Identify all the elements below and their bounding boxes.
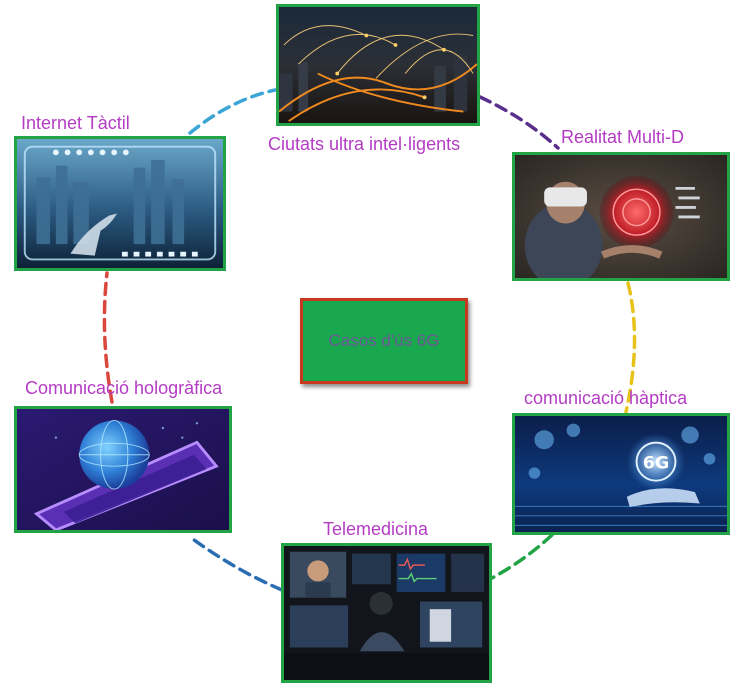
arc-ciutats-realitat — [478, 95, 560, 150]
label-ciutats: Ciutats ultra intel·ligents — [268, 134, 461, 154]
globe-hologram-tablet-image — [14, 406, 232, 533]
arc-realitat-haptica — [624, 281, 637, 414]
center-label: Casos d'ús 6G — [328, 331, 440, 350]
touch-screen-city-image — [14, 136, 226, 271]
city-network-night-image — [276, 4, 480, 126]
arc-tactil-ciutats — [188, 88, 277, 135]
label-haptica: comunicació hàptica — [524, 388, 688, 408]
label-telemedicina: Telemedicina — [323, 519, 429, 539]
arc-haptica-telemedicina — [490, 533, 554, 580]
remote-doctor-monitors-image — [281, 543, 492, 683]
center-box-6g-use-cases: Casos d'ús 6G — [300, 298, 468, 384]
label-tactil: Internet Tàctil — [21, 113, 130, 133]
6g-hand-hologram-image: 6G — [512, 413, 730, 535]
label-realitat: Realitat Multi-D — [561, 127, 685, 147]
arc-holografica-tactil — [102, 271, 114, 404]
arc-telemedicina-holografica — [188, 535, 284, 592]
6g-glyph: 6G — [643, 453, 670, 473]
label-holografica: Comunicació hologràfica — [25, 378, 223, 398]
vr-headset-hologram-image — [512, 152, 730, 281]
